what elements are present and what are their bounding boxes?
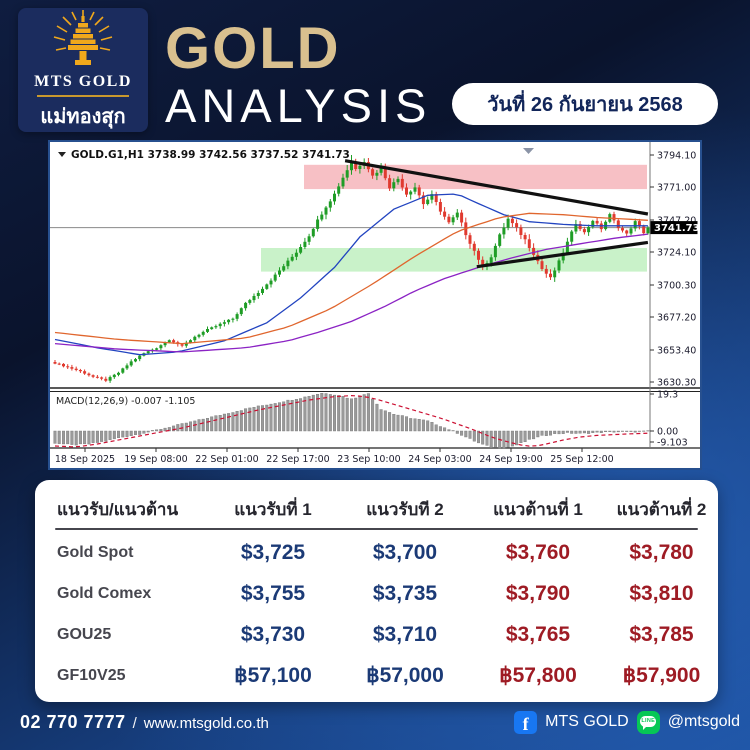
svg-text:3794.10: 3794.10 [657, 151, 696, 162]
contact-info: 02 770 7777 / www.mtsgold.co.th [20, 712, 269, 733]
support-value: $3,735 [372, 581, 438, 605]
macd-label: MACD(12,26,9) -0.007 -1.105 [56, 396, 195, 407]
medium-ma [54, 212, 648, 345]
levels-table-body: Gold Spot $3,725 $3,700 $3,760 $3,780 Gold Co… [35, 532, 718, 696]
table-row: GOU25 $3,730 $3,710 $3,765 $3,785 [35, 614, 718, 655]
table-header-cell: แนวต้านที่ 1 [493, 499, 583, 519]
current-price-tag: 3741.73 [650, 221, 700, 235]
line-handle[interactable]: @mtsgold [667, 713, 740, 730]
svg-text:19 Sep 08:00: 19 Sep 08:00 [124, 454, 187, 465]
levels-table: แนวรับ/แนวต้าน แนวรับที่ 1 แนวรับที 2 แนวต้… [35, 480, 718, 702]
svg-text:3700.30: 3700.30 [657, 281, 696, 292]
svg-text:3741.73: 3741.73 [654, 223, 700, 234]
resistance-value: $3,790 [505, 581, 571, 605]
support-zone [261, 248, 647, 272]
logo-divider [37, 95, 129, 97]
svg-text:3630.30: 3630.30 [657, 378, 696, 389]
macd-axis: 19.3 0.00-9.103 [650, 390, 688, 449]
support-value: $3,710 [372, 622, 438, 646]
descending-resistance-line [344, 159, 649, 216]
facebook-icon[interactable]: f [514, 710, 538, 734]
brand-name: MTS GOLD [34, 73, 132, 90]
table-header-cell: แนวรับที่ 1 [234, 499, 312, 519]
table-row: Gold Comex $3,755 $3,735 $3,790 $3,810 [35, 573, 718, 614]
slow-ma [54, 233, 648, 353]
instrument-label: GF10V25 [57, 666, 126, 684]
table-header-cell: แนวรับที 2 [366, 499, 444, 519]
support-value: ฿57,100 [234, 664, 312, 687]
table-header-row: แนวรับ/แนวต้าน แนวรับที่ 1 แนวรับที 2 แนวต้… [35, 490, 718, 528]
table-header-cell: แนวต้านที่ 2 [616, 499, 707, 519]
resistance-value: $3,765 [505, 622, 571, 646]
svg-text:25 Sep 12:00: 25 Sep 12:00 [550, 454, 613, 465]
resistance-value: $3,810 [629, 581, 694, 605]
svg-text:22 Sep 01:00: 22 Sep 01:00 [195, 454, 258, 465]
footer-separator: / [132, 714, 137, 732]
mts-gold-logo: MTS GOLD แม่ทองสุก [18, 8, 148, 132]
title-analysis: ANALYSIS [165, 79, 432, 132]
facebook-handle[interactable]: MTS GOLD [545, 713, 629, 730]
svg-text:3653.40: 3653.40 [657, 346, 696, 357]
macd-signal-line [54, 394, 648, 448]
svg-text:3747.20: 3747.20 [657, 216, 696, 227]
time-axis: 18 Sep 2025 19 Sep 08:00 22 Sep 01:00 22 Se… [55, 448, 614, 465]
resistance-value: $3,785 [629, 622, 694, 646]
ascending-support-line [476, 240, 649, 269]
table-row: GF10V25 ฿57,100 ฿57,000 ฿57,800 ฿57,900 [35, 655, 718, 696]
website-link[interactable]: www.mtsgold.co.th [143, 714, 269, 732]
support-value: $3,755 [240, 581, 306, 605]
svg-text:24 Sep 19:00: 24 Sep 19:00 [479, 454, 542, 465]
svg-text:23 Sep 10:00: 23 Sep 10:00 [337, 454, 400, 465]
resistance-value: ฿57,800 [499, 664, 577, 687]
instrument-label: Gold Spot [57, 543, 134, 561]
svg-text:3677.20: 3677.20 [657, 313, 696, 324]
scroll-marker-icon [523, 148, 534, 154]
chart-title: GOLD.G1,H1 3738.99 3742.56 3737.52 3741.… [71, 149, 350, 161]
svg-text:3771.00: 3771.00 [657, 183, 696, 194]
fast-ma [54, 193, 648, 356]
table-divider [55, 528, 698, 530]
svg-text:24 Sep 03:00: 24 Sep 03:00 [408, 454, 471, 465]
svg-text:0.00: 0.00 [657, 427, 678, 438]
line-icon[interactable]: LINE [636, 710, 660, 734]
svg-text:-9.103: -9.103 [657, 438, 688, 449]
page-title: GOLD ANALYSIS [165, 16, 432, 132]
table-header-cell: แนวรับ/แนวต้าน [57, 499, 179, 519]
price-axis: 3794.10 3771.00 3747.20 3724.10 3700.30 3677.… [650, 151, 696, 389]
svg-text:18 Sep 2025: 18 Sep 2025 [55, 454, 115, 465]
support-value: ฿57,000 [366, 664, 444, 687]
brand-name-thai: แม่ทองสุก [40, 106, 126, 128]
table-row: Gold Spot $3,725 $3,700 $3,760 $3,780 [35, 532, 718, 573]
support-value: $3,725 [240, 540, 306, 564]
resistance-value: $3,760 [505, 540, 571, 564]
svg-text:19.3: 19.3 [657, 390, 678, 401]
date-badge: วันที่ 26 กันยายน 2568 [452, 83, 718, 125]
social-links: f MTS GOLD LINE @mtsgold [514, 710, 740, 734]
resistance-value: $3,780 [629, 540, 694, 564]
svg-text:22 Sep 17:00: 22 Sep 17:00 [266, 454, 329, 465]
pagoda-icon [53, 10, 113, 65]
symbol-dropdown-icon [58, 152, 66, 157]
instrument-label: GOU25 [57, 625, 112, 643]
price-chart: 3794.10 3771.00 3747.20 3724.10 3700.30 3677.… [48, 140, 702, 470]
support-value: $3,700 [372, 540, 438, 564]
phone-number: 02 770 7777 [20, 711, 126, 732]
title-gold: GOLD [165, 16, 341, 81]
footer: 02 770 7777 / www.mtsgold.co.th f MTS GO… [0, 702, 750, 742]
instrument-label: Gold Comex [57, 584, 152, 602]
candlesticks [53, 155, 650, 383]
macd-histogram [53, 392, 650, 449]
svg-text:3724.10: 3724.10 [657, 248, 696, 259]
resistance-value: ฿57,900 [622, 664, 701, 687]
support-value: $3,730 [240, 622, 306, 646]
